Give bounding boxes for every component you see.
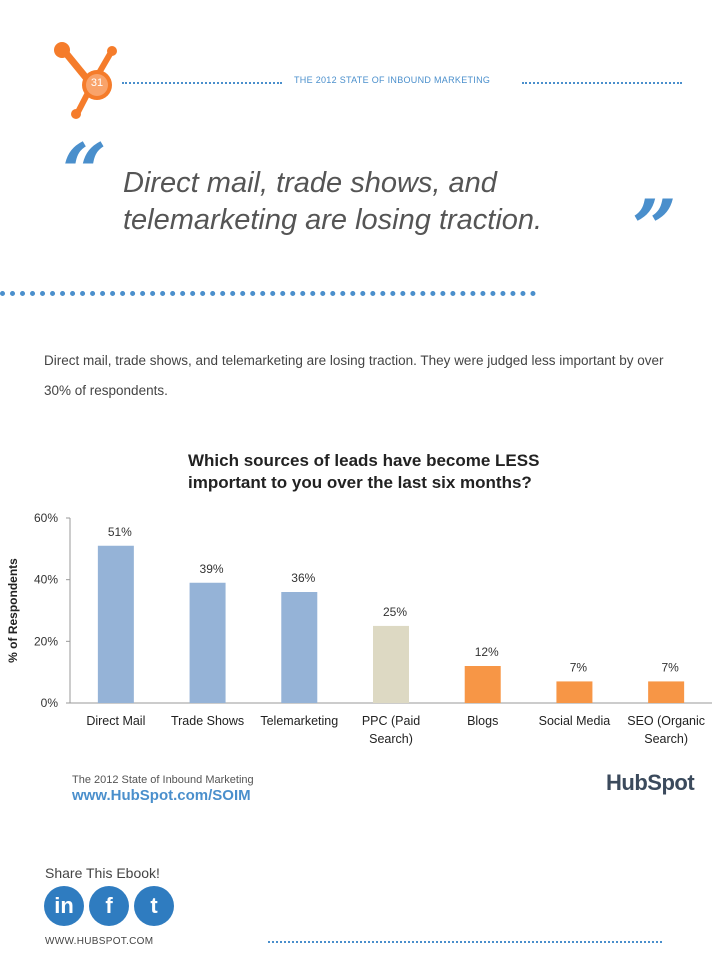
bar (189, 582, 226, 703)
bar (556, 681, 593, 703)
hubspot-sprocket-logo (54, 42, 117, 119)
bar-value-label: 36% (291, 571, 315, 585)
header-divider-right (522, 82, 682, 84)
footer-site-url[interactable]: WWW.HUBSPOT.COM (45, 936, 154, 947)
category-label: Search) (369, 732, 413, 746)
report-url-link[interactable]: www.HubSpot.com/SOIM (72, 787, 251, 804)
category-label: Telemarketing (260, 714, 338, 728)
facebook-icon[interactable]: f (89, 886, 129, 926)
bar-chart: 0% 20% 40% 60% % of Respondents 51% Direct Mai… (6, 511, 712, 746)
bar-value-label: 25% (383, 605, 407, 619)
category-label: Social Media (539, 714, 611, 728)
bar-value-label: 7% (570, 660, 588, 674)
twitter-icon[interactable]: t (134, 886, 174, 926)
quote-line-1: Direct mail, trade shows, and (123, 167, 497, 199)
category-label: SEO (Organic (627, 714, 705, 728)
intro-paragraph: Direct mail, trade shows, and telemarket… (44, 353, 664, 398)
bar (97, 545, 134, 703)
y-tick-label: 40% (34, 573, 58, 587)
y-tick-label: 60% (34, 511, 58, 525)
section-divider (0, 291, 536, 296)
page-number: 31 (90, 77, 104, 89)
footer-divider (268, 941, 662, 943)
bar-value-label: 12% (475, 645, 499, 659)
category-label: Blogs (467, 714, 498, 728)
category-label: PPC (Paid (362, 714, 420, 728)
bar-value-label: 7% (661, 660, 679, 674)
bar (281, 592, 318, 703)
category-label: Trade Shows (171, 714, 244, 728)
share-label: Share This Ebook! (45, 865, 160, 881)
header-title: THE 2012 STATE OF INBOUND MARKETING (294, 75, 491, 85)
report-name: The 2012 State of Inbound Marketing (72, 774, 254, 786)
chart-title: Which sources of leads have become LESS … (188, 450, 539, 494)
bar (464, 666, 501, 703)
hubspot-logo-text: HubSpot (606, 770, 695, 795)
quote-close-mark: ” (632, 183, 677, 274)
y-tick-label: 0% (41, 696, 59, 710)
linkedin-icon[interactable]: in (44, 886, 84, 926)
bar (648, 681, 685, 703)
quote-open-mark: “ (62, 127, 107, 218)
bar (373, 625, 409, 703)
chart-title-line-2: important to you over the last six month… (188, 473, 532, 492)
hubspot-wordmark-logo: HubSpot (606, 770, 695, 796)
header-divider-left (122, 82, 282, 84)
bar-value-label: 39% (200, 562, 224, 576)
quote-line-2: telemarketing are losing traction. (123, 204, 543, 236)
y-axis-label: % of Respondents (6, 558, 20, 663)
chart-title-line-1: Which sources of leads have become LESS (188, 451, 540, 470)
bar-value-label: 51% (108, 525, 132, 539)
y-tick-label: 20% (34, 634, 58, 648)
category-label: Direct Mail (86, 714, 145, 728)
category-label: Search) (644, 732, 688, 746)
